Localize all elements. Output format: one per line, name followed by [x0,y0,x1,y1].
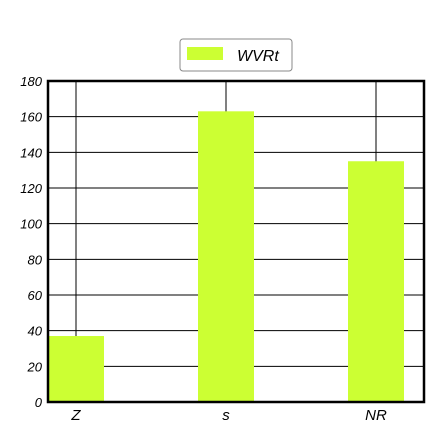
y-tick-label: 140 [20,145,42,160]
y-tick-label: 180 [20,74,42,89]
y-tick-label: 120 [20,181,42,196]
y-tick-label: 160 [20,110,42,125]
x-tick-label: s [222,407,230,424]
y-tick-label: 100 [20,217,42,232]
legend: WVRt [179,38,293,72]
y-tick-label: 80 [28,252,43,267]
y-tick-label: 0 [35,395,43,410]
x-tick-label: Z [70,407,81,424]
legend-label: WVRt [237,48,279,65]
bar-z [48,336,104,402]
plot-frame [46,79,426,404]
y-tick-label: 40 [28,324,43,339]
legend-swatch [187,47,223,60]
y-tick-label: 20 [27,359,43,374]
y-tick-label: 60 [28,288,43,303]
bar-nr [348,161,404,402]
bar-s [198,111,254,403]
y-axis-ticks: 0 20 40 60 80 100 120 140 160 180 [20,74,42,410]
bars-layer [48,111,404,403]
x-tick-label: NR [365,407,387,424]
